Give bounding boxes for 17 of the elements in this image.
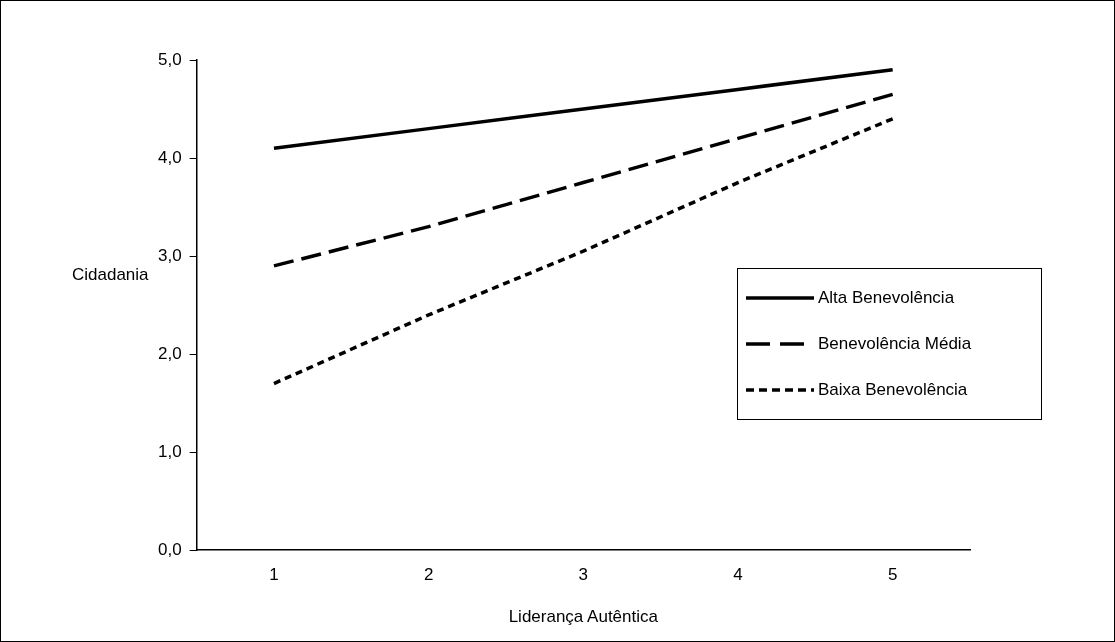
y-tick-label: 3,0 <box>157 245 182 265</box>
y-axis-title: Cidadania <box>72 264 150 284</box>
x-axis-title: Liderança Autêntica <box>508 607 659 627</box>
x-tick-label: 2 <box>423 565 434 585</box>
x-tick-label: 4 <box>733 565 743 585</box>
y-tick-label: 0,0 <box>157 539 182 559</box>
y-tick-label: 1,0 <box>157 441 182 461</box>
y-tick-label: 2,0 <box>157 343 182 363</box>
y-tick-label: 4,0 <box>157 147 182 167</box>
legend-label: Alta Benevolência <box>818 288 955 308</box>
x-tick-label: 1 <box>269 565 279 585</box>
legend-label: Baixa Benevolência <box>818 380 968 400</box>
line-series <box>272 92 895 268</box>
x-tick-label: 5 <box>887 565 898 585</box>
legend-label: Benevolência Média <box>818 334 972 354</box>
y-tick-label: 5,0 <box>157 49 182 69</box>
x-tick-label: 3 <box>578 565 589 585</box>
